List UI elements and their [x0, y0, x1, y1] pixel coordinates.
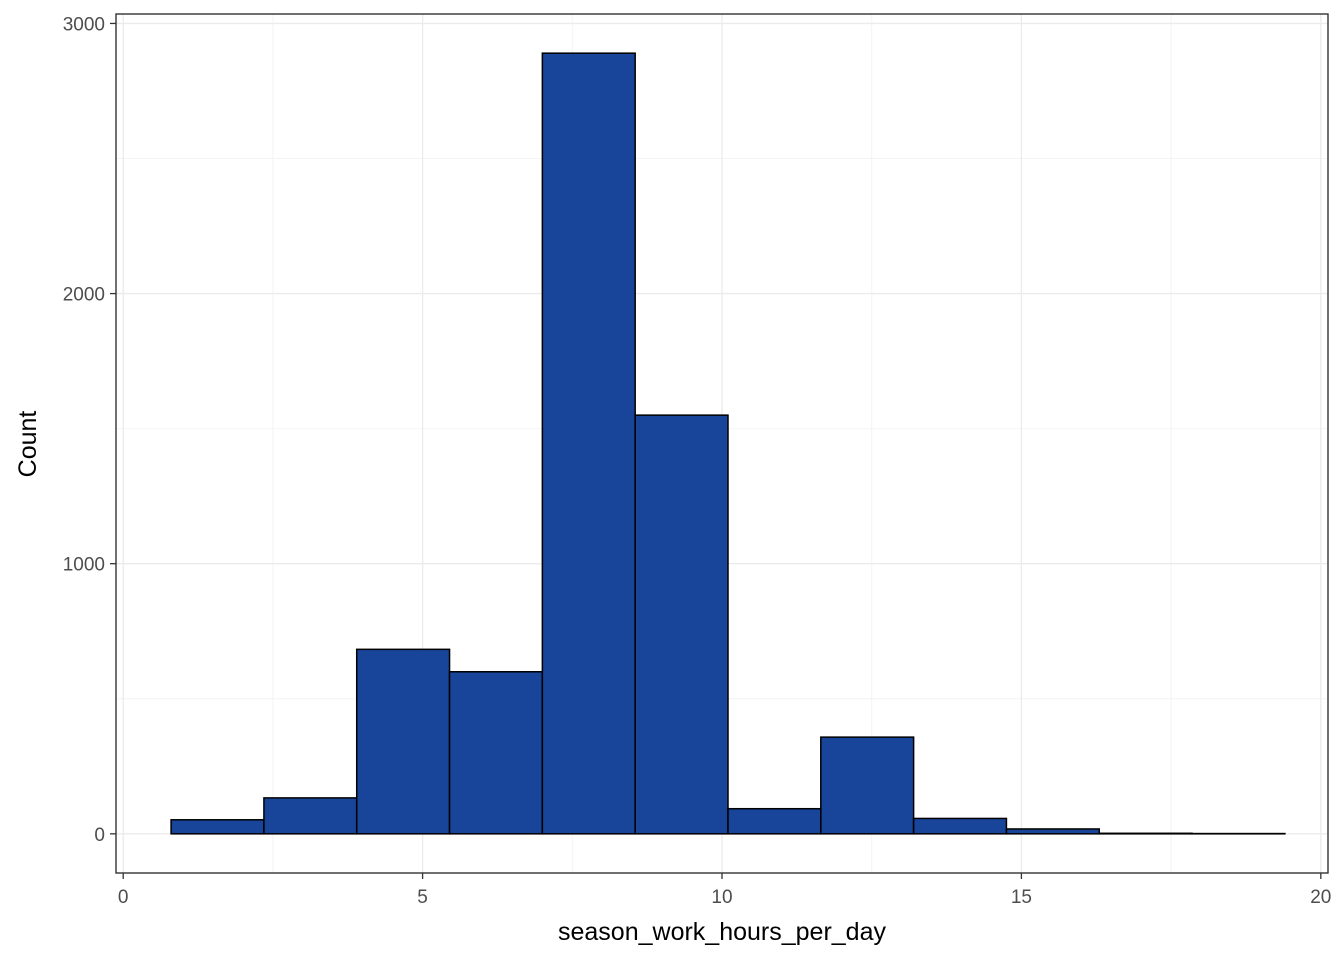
x-axis-ticks: 0 5 10 15 20 [118, 873, 1331, 908]
x-tick-label: 15 [1011, 887, 1032, 908]
y-axis-ticks: 0 1000 2000 3000 [63, 14, 116, 846]
x-tick-label: 20 [1310, 887, 1331, 908]
histogram-bar [1005, 828, 1101, 835]
histogram-bar [820, 736, 915, 835]
y-tick-label: 3000 [63, 14, 105, 35]
histogram-bar [634, 414, 729, 835]
x-axis-title: season_work_hours_per_day [558, 918, 886, 946]
y-tick-label: 2000 [63, 285, 105, 306]
histogram-bar [1098, 832, 1193, 835]
y-tick-label: 1000 [63, 555, 105, 576]
histogram-bar [912, 817, 1008, 835]
x-tick-label: 0 [118, 887, 129, 908]
histogram-bar [541, 52, 636, 835]
histogram-bar [448, 671, 544, 835]
x-tick-label: 10 [711, 887, 732, 908]
y-axis-title: Count [14, 411, 42, 478]
histogram-bars [170, 52, 1286, 835]
histogram-bar [170, 819, 265, 835]
histogram-bar [727, 807, 822, 835]
histogram-bar [263, 797, 358, 835]
y-tick-label: 0 [94, 825, 105, 846]
histogram-bar [355, 648, 451, 835]
x-tick-label: 5 [417, 887, 428, 908]
